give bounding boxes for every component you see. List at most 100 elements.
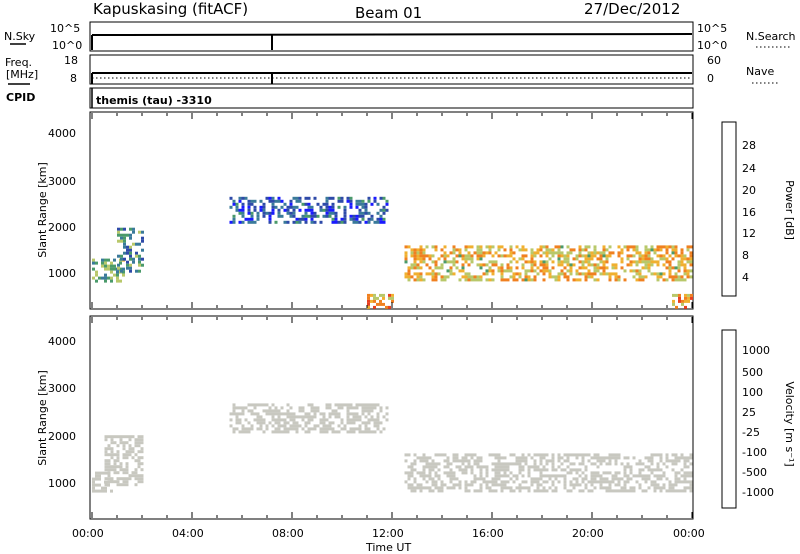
cell <box>581 462 585 466</box>
cell <box>647 254 651 258</box>
cell <box>104 453 108 457</box>
cell <box>434 260 438 264</box>
cell <box>689 245 693 249</box>
cell <box>527 489 531 493</box>
cell <box>425 465 429 469</box>
cell <box>265 409 269 413</box>
cell <box>120 236 123 240</box>
cell <box>262 403 266 407</box>
cell <box>440 483 444 487</box>
cell <box>677 275 681 279</box>
cell <box>110 267 113 271</box>
cell <box>289 427 293 431</box>
cell <box>355 403 359 407</box>
cell <box>422 468 426 472</box>
cell <box>638 468 642 472</box>
cell <box>677 266 681 270</box>
vel-cbar-tick-100: 100 <box>742 386 763 399</box>
cell <box>253 412 257 416</box>
cell <box>437 453 441 457</box>
cell <box>298 217 302 221</box>
cell <box>659 456 663 460</box>
cell <box>584 272 588 276</box>
cell <box>352 427 356 431</box>
cell <box>268 217 272 221</box>
cell <box>509 486 513 490</box>
cell <box>608 453 612 457</box>
cell <box>672 302 675 306</box>
cell <box>548 269 552 273</box>
cell <box>587 459 591 463</box>
cell <box>322 418 326 422</box>
cell <box>410 486 414 490</box>
cell <box>629 269 633 273</box>
vel-cbar-tick-neg100: -100 <box>742 446 767 459</box>
cell <box>650 453 654 457</box>
cell <box>662 471 666 475</box>
cell <box>689 257 693 261</box>
cell <box>322 412 326 416</box>
cell <box>590 480 594 484</box>
cell <box>551 251 555 255</box>
cell <box>413 251 417 255</box>
cpid-label: CPID <box>6 91 35 104</box>
cell <box>431 483 435 487</box>
cell <box>340 403 344 407</box>
cell <box>346 403 350 407</box>
cell <box>548 257 552 261</box>
cell <box>533 453 537 457</box>
cell <box>367 196 371 200</box>
cell <box>101 489 104 493</box>
cell <box>443 465 447 469</box>
cell <box>307 403 311 407</box>
cell <box>434 474 438 478</box>
cell <box>656 260 660 264</box>
cell <box>428 471 432 475</box>
cell <box>668 245 672 249</box>
cell <box>443 260 447 264</box>
cell <box>443 453 447 457</box>
cell <box>533 269 537 273</box>
cell <box>367 299 370 303</box>
cell <box>340 220 344 224</box>
cell <box>271 409 275 413</box>
cell <box>104 480 107 484</box>
cell <box>126 266 129 270</box>
cell <box>647 465 651 469</box>
cell <box>304 430 308 434</box>
cell <box>620 260 624 264</box>
cell <box>461 456 465 460</box>
cell <box>325 418 329 422</box>
cell <box>581 459 585 463</box>
cell <box>497 468 501 472</box>
cell <box>623 486 627 490</box>
cell <box>322 214 326 218</box>
cell <box>298 196 302 200</box>
cell <box>662 245 666 249</box>
cell <box>113 462 117 466</box>
cell <box>286 415 290 419</box>
cell <box>623 278 627 282</box>
cell <box>268 196 272 200</box>
cell <box>431 275 435 279</box>
cell <box>671 275 675 279</box>
cell <box>119 438 123 442</box>
cell <box>539 453 543 457</box>
cell <box>310 214 314 218</box>
cell <box>647 459 651 463</box>
cell <box>674 453 678 457</box>
cell <box>470 278 474 282</box>
cell <box>425 245 429 249</box>
cell <box>107 453 111 457</box>
cell <box>608 483 612 487</box>
cell <box>578 272 582 276</box>
cell <box>647 251 651 255</box>
cell <box>620 486 624 490</box>
cell <box>410 462 414 466</box>
cell <box>530 266 534 270</box>
cell <box>364 220 368 224</box>
cell <box>647 260 651 264</box>
cell <box>572 462 576 466</box>
cell <box>370 418 374 422</box>
cell <box>503 254 507 258</box>
